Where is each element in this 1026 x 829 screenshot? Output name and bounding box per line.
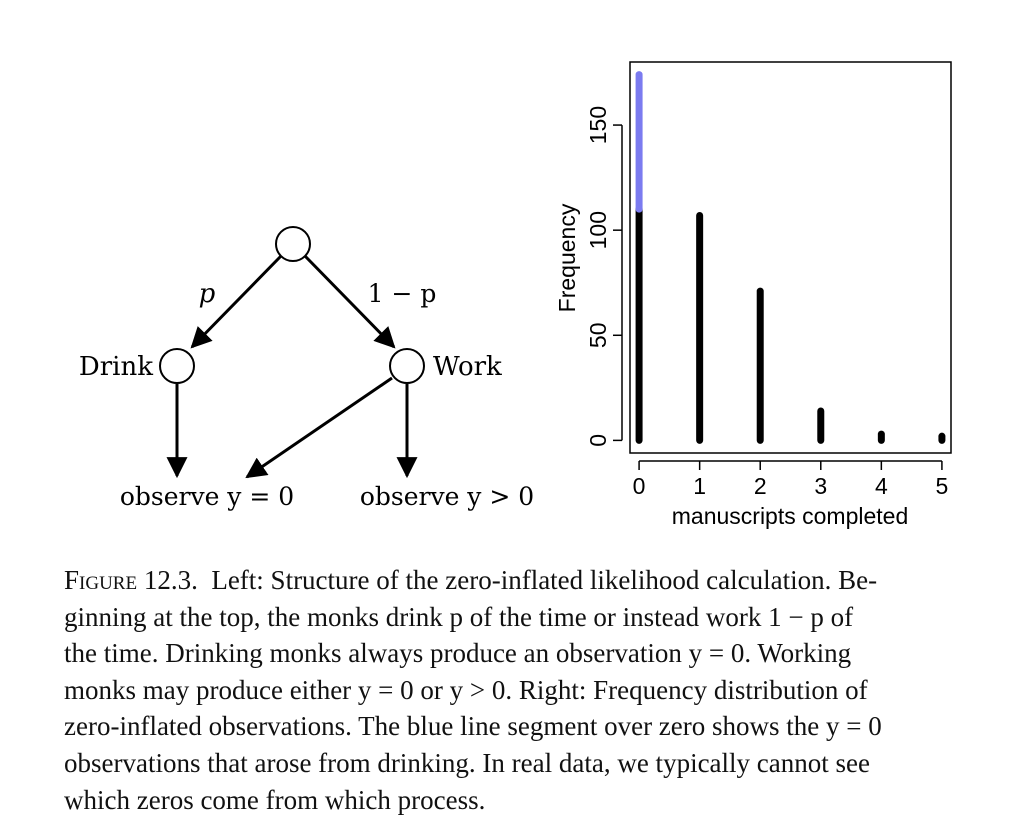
- caption-line: which zeros come from which process.: [64, 782, 986, 819]
- plot-frame: [629, 61, 952, 454]
- caption-text: the time. Drinking monks always produce …: [64, 638, 852, 669]
- likelihood-diagram: p 1 − p Drink Work observe y = 0 observe…: [79, 226, 534, 511]
- x-tick-label: 2: [754, 473, 767, 499]
- caption-line: Figure 12.3. Left: Structure of the zero…: [64, 562, 986, 599]
- observe-zero-label: observe y = 0: [120, 482, 294, 511]
- y-tick-label: 100: [585, 211, 611, 249]
- edge-root-to-drink: [190, 254, 283, 349]
- caption-text: observations that arose from drinking. I…: [64, 747, 870, 778]
- x-tick-label: 3: [814, 473, 827, 499]
- caption-text: ginning at the top, the monks drink p of…: [64, 601, 854, 632]
- caption-line: monks may produce either y = 0 or y > 0.…: [64, 672, 986, 709]
- edge-label-p: p: [199, 279, 216, 309]
- caption-line: ginning at the top, the monks drink p of…: [64, 599, 986, 636]
- y-tick-label: 50: [585, 322, 611, 348]
- caption-text: which zeros come from which process.: [64, 784, 486, 815]
- chart-bars: [635, 71, 946, 444]
- caption-text: Left: Structure of the zero-inflated lik…: [211, 565, 878, 595]
- edge-work-to-zero: [245, 376, 393, 479]
- caption-text: monks may produce either y = 0 or y > 0.…: [64, 674, 868, 705]
- x-axis-title: manuscripts completed: [672, 503, 909, 529]
- caption-line: zero-inflated observations. The blue lin…: [64, 708, 986, 745]
- edge-label-one-minus-p: 1 − p: [368, 279, 437, 308]
- y-axis-title: Frequency: [554, 203, 580, 312]
- y-tick-label: 0: [585, 434, 611, 447]
- observe-positive-label: observe y > 0: [360, 482, 534, 511]
- drink-node: [159, 348, 195, 384]
- x-axis: 0 1 2 3 4 5: [633, 460, 949, 499]
- edge-root-to-work: [303, 254, 396, 349]
- work-label: Work: [433, 352, 502, 382]
- caption-line: the time. Drinking monks always produce …: [64, 635, 986, 672]
- frequency-chart: 0 1 2 3 4 5 0 50 100 150 manuscripts completed F…: [554, 61, 952, 529]
- caption-text: zero-inflated observations. The blue lin…: [64, 711, 882, 742]
- caption-figure-label: Figure 12.3.: [64, 565, 198, 595]
- figure-caption: Figure 12.3. Left: Structure of the zero…: [64, 562, 986, 818]
- work-node: [389, 348, 425, 384]
- root-node: [275, 226, 311, 262]
- drink-label: Drink: [79, 352, 153, 382]
- x-tick-label: 5: [936, 473, 949, 499]
- x-tick-label: 0: [633, 473, 646, 499]
- x-tick-label: 1: [693, 473, 706, 499]
- caption-line: observations that arose from drinking. I…: [64, 745, 986, 782]
- x-tick-label: 4: [875, 473, 888, 499]
- y-axis: 0 50 100 150: [585, 106, 623, 447]
- y-tick-label: 150: [585, 106, 611, 144]
